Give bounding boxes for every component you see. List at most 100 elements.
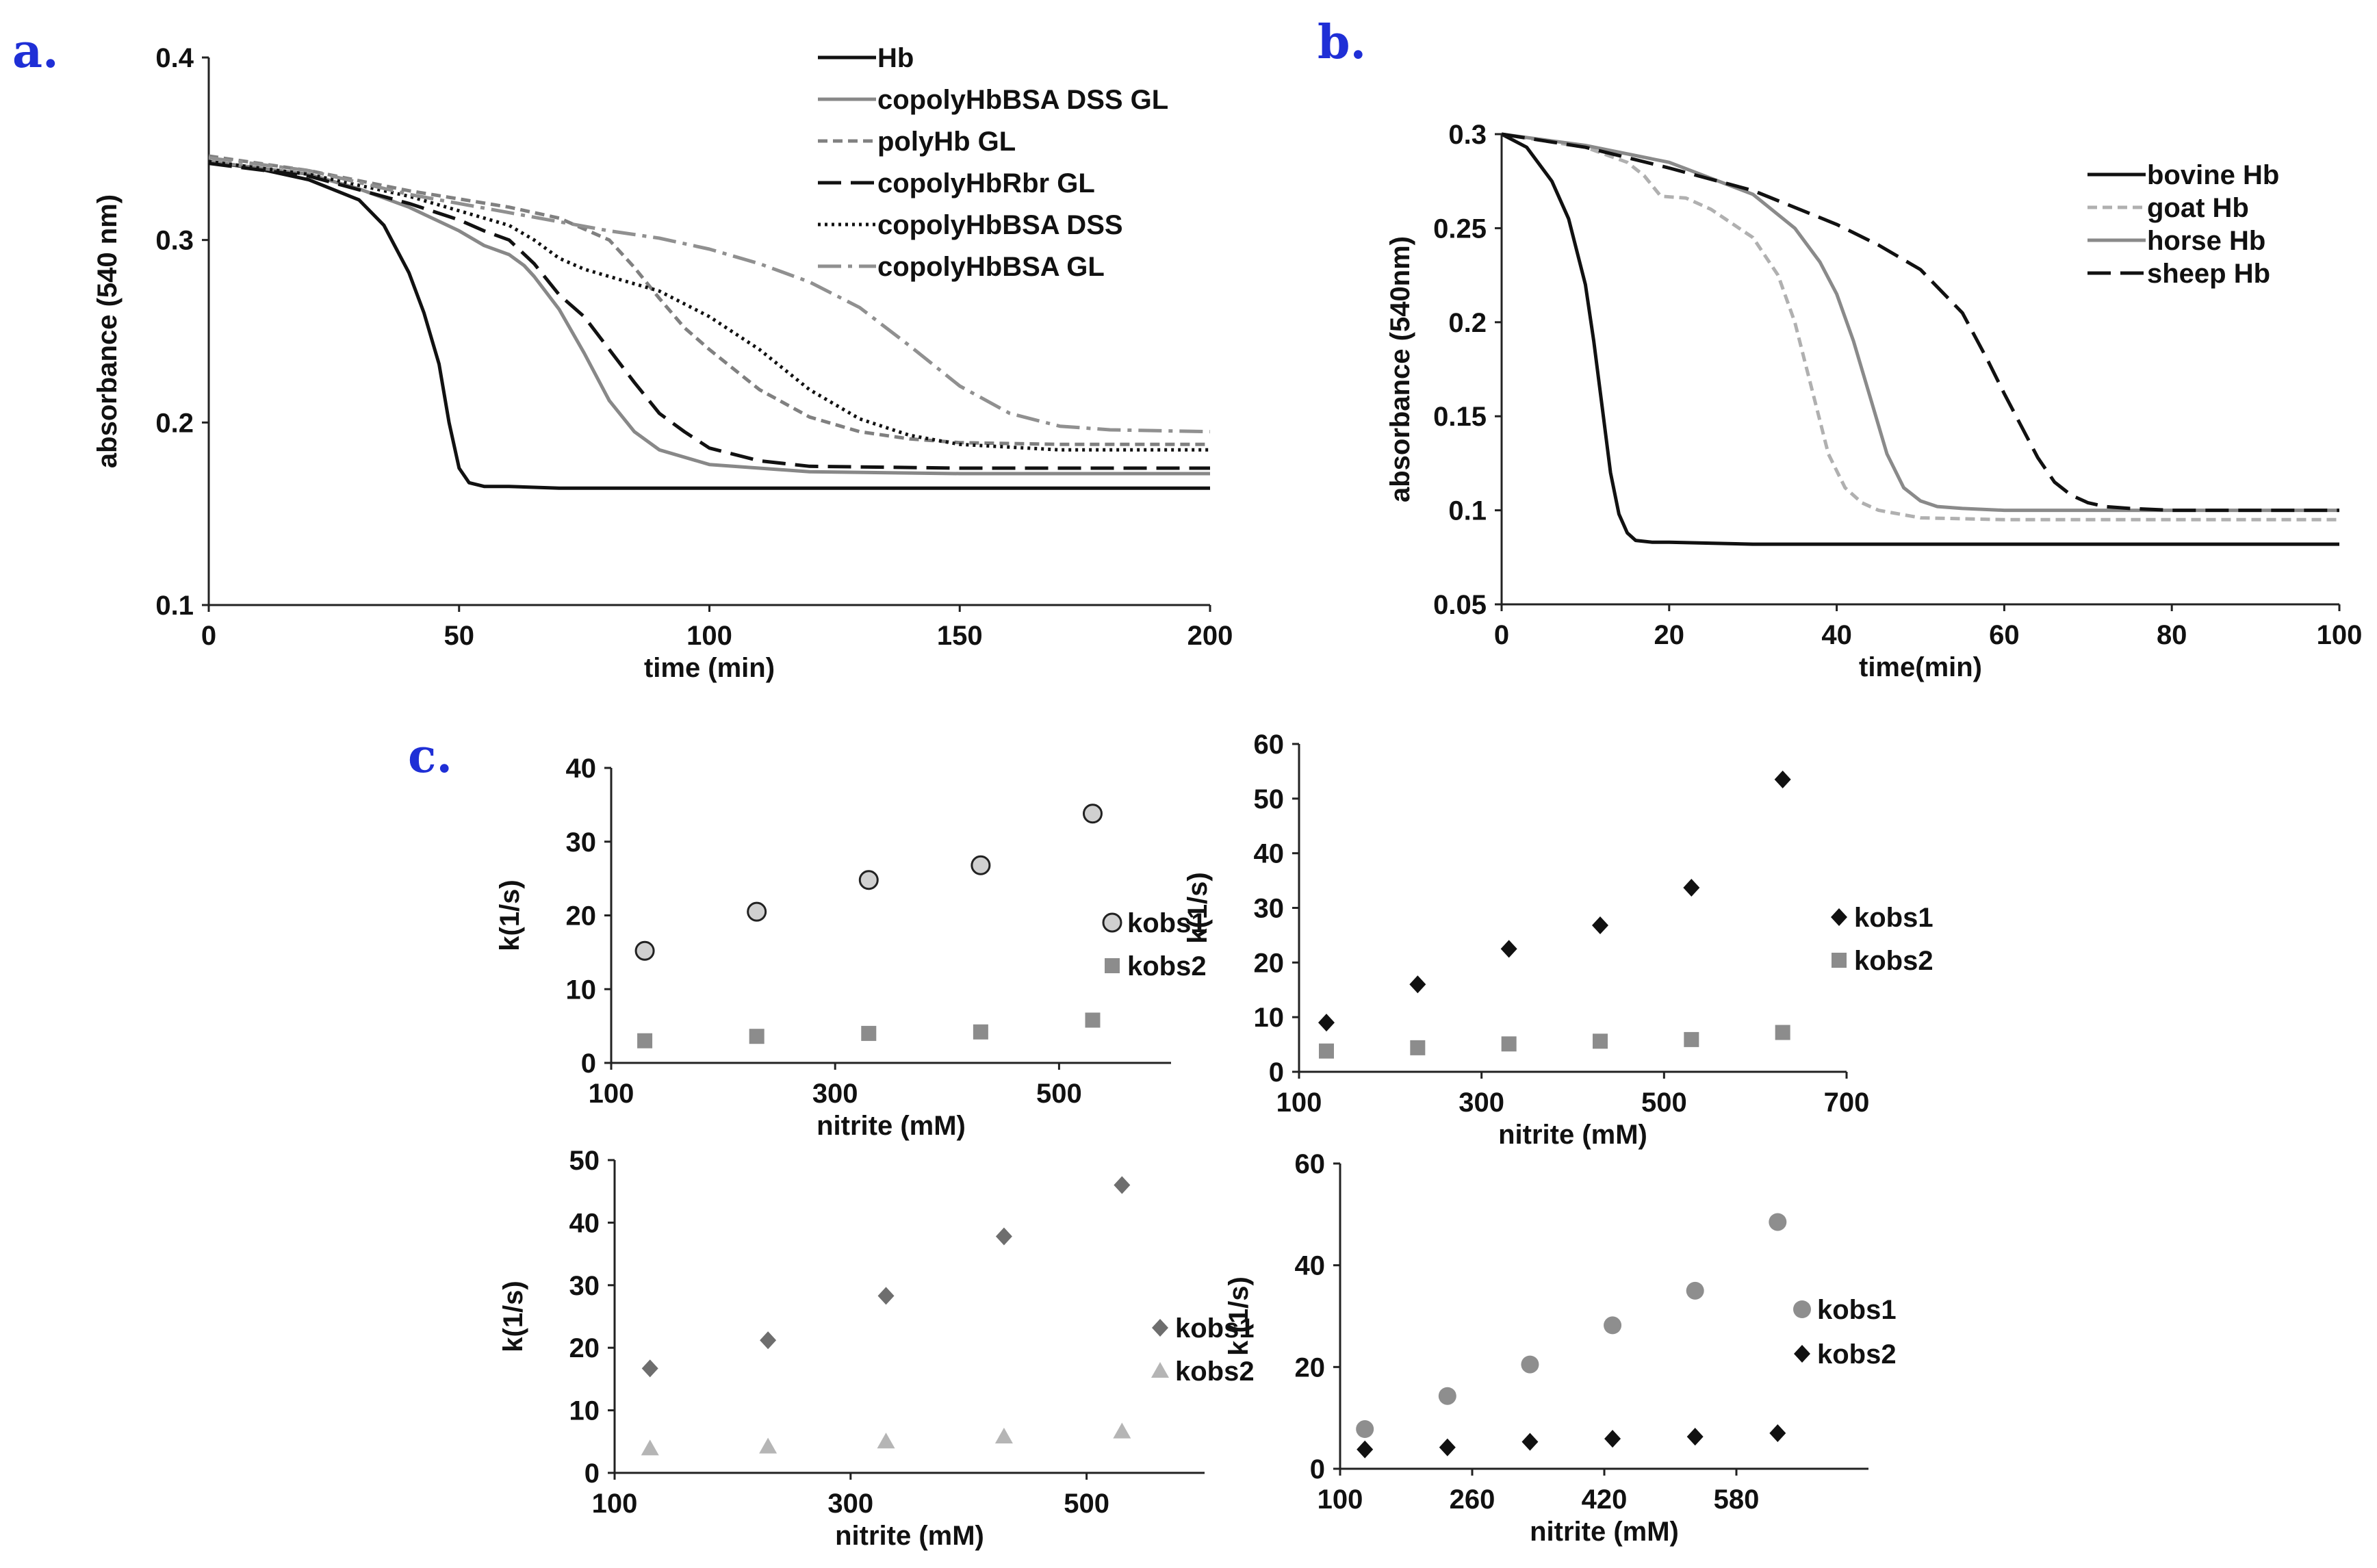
chart-c4-point-kobs1 <box>1769 1213 1787 1231</box>
chart-c3-y-tick-label: 0 <box>584 1458 600 1489</box>
chart-c1-point-kobs2 <box>973 1024 988 1040</box>
chart-c4-point-kobs1 <box>1438 1387 1456 1405</box>
chart-c4-point-kobs2 <box>1604 1430 1621 1448</box>
chart-b-legend-label-bovine-hb: bovine Hb <box>2147 160 2279 190</box>
chart-c2-y-tick-label: 50 <box>1254 784 1285 814</box>
chart-c2-x-tick-label: 100 <box>1276 1088 1322 1118</box>
chart-c1-point-kobs1 <box>858 870 879 890</box>
panel-label-c: c. <box>408 729 452 784</box>
chart-a-series-line-hb <box>208 159 1210 490</box>
chart-c3-y-tick-label: 20 <box>569 1333 600 1363</box>
chart-c1-x-label: nitrite (mM) <box>817 1111 966 1141</box>
chart-c1-y-tick-label: 40 <box>566 754 597 784</box>
chart-c1-legend-label-kobs1: kobs1 <box>1127 908 1207 938</box>
chart-c3-x-tick-label: 300 <box>827 1489 873 1519</box>
chart-b-y-tick-label: 0.3 <box>1448 120 1487 150</box>
chart-c3-point-kobs2 <box>641 1439 659 1456</box>
chart-c1-point-kobs2 <box>749 1029 765 1044</box>
chart-c1-x-tick-label: 500 <box>1036 1079 1082 1109</box>
chart-c4-legend-label-kobs1: kobs1 <box>1817 1295 1897 1325</box>
chart-c2-x-tick-label: 700 <box>1824 1088 1870 1118</box>
chart-b-series-line-horse-hb <box>1501 132 2339 513</box>
chart-c4-x-tick-label: 580 <box>1714 1485 1760 1515</box>
chart-c2-legend-marker-kobs1 <box>1831 908 1847 926</box>
chart-c3-point-kobs2 <box>759 1437 778 1454</box>
chart-c2-point-kobs2 <box>1410 1040 1426 1055</box>
chart-a-x-tick-label: 200 <box>1187 621 1233 651</box>
chart-c1-legend-label-kobs2: kobs2 <box>1127 951 1207 981</box>
chart-c1-point-kobs1 <box>634 940 655 961</box>
chart-c4-point-kobs1 <box>1604 1316 1622 1335</box>
chart-a-series-line-copolyhbbsa-gl <box>208 156 1211 434</box>
chart-a-x-tick-label: 0 <box>201 621 216 651</box>
chart-a-series-line-polyhb-gl <box>208 154 1210 446</box>
chart-c2-y-tick-label: 20 <box>1254 948 1285 978</box>
chart-a-y-tick-label: 0.3 <box>155 226 194 256</box>
chart-c4-point-kobs1 <box>1521 1355 1539 1374</box>
chart-a-legend-label-hb: Hb <box>877 43 914 73</box>
chart-c3-point-kobs1 <box>760 1331 777 1350</box>
chart-c2-point-kobs2 <box>1319 1043 1334 1059</box>
chart-c3-x-tick-label: 100 <box>592 1489 638 1519</box>
chart-c2-y-tick-label: 60 <box>1254 730 1285 760</box>
chart-c3-point-kobs2 <box>994 1427 1013 1443</box>
chart-c4-legend-marker-kobs1 <box>1793 1300 1811 1318</box>
chart-c4-x-tick-label: 100 <box>1318 1485 1363 1515</box>
chart-b-x-tick-label: 20 <box>1654 620 1685 650</box>
chart-c4-point-kobs1 <box>1356 1420 1374 1439</box>
chart-a-legend-label-copolyhbbsa-dss: copolyHbBSA DSS <box>877 210 1123 240</box>
chart-c1-y-tick-label: 20 <box>566 901 597 931</box>
chart-a-y-tick-label: 0.4 <box>155 43 194 73</box>
chart-b-series-line-bovine-hb <box>1500 132 2339 546</box>
chart-b-x-tick-label: 60 <box>1989 620 2020 650</box>
chart-c4-y-label: k (1/s) <box>1224 1276 1254 1356</box>
chart-c2-point-kobs1 <box>1774 770 1791 788</box>
chart-b-y-tick-label: 0.1 <box>1448 496 1487 526</box>
chart-c2-point-kobs1 <box>1409 975 1426 994</box>
chart-c1-legend-marker-kobs1 <box>1102 912 1122 933</box>
chart-c4-y-tick-label: 20 <box>1295 1352 1326 1383</box>
chart-b-series-line-goat-hb <box>1501 132 2339 522</box>
panel-label-a: a. <box>12 24 59 79</box>
chart-c1-y-label: k(1/s) <box>495 879 525 951</box>
chart-c4-point-kobs2 <box>1769 1424 1786 1442</box>
chart-c3-y-label: k(1/s) <box>498 1281 528 1352</box>
chart-c1-x-tick-label: 300 <box>812 1079 858 1109</box>
chart-c3-legend-label-kobs2: kobs2 <box>1175 1357 1255 1387</box>
chart-c1-point-kobs1 <box>971 855 991 875</box>
chart-c4-point-kobs2 <box>1686 1428 1704 1446</box>
chart-c4-point-kobs2 <box>1357 1440 1374 1458</box>
chart-c1-y-tick-label: 10 <box>566 975 597 1005</box>
chart-c1-point-kobs2 <box>1085 1012 1101 1028</box>
chart-b-legend-label-sheep-hb: sheep Hb <box>2147 259 2270 289</box>
chart-c4-legend-marker-kobs2 <box>1794 1345 1810 1363</box>
chart-c1-y-tick-label: 30 <box>566 827 597 858</box>
chart-c2-legend-label-kobs1: kobs1 <box>1854 903 1933 933</box>
chart-c3-y-tick-label: 30 <box>569 1271 600 1301</box>
chart-c3-point-kobs1 <box>877 1287 895 1305</box>
chart-c4-x-tick-label: 420 <box>1582 1485 1628 1515</box>
chart-c2-point-kobs1 <box>1318 1014 1335 1032</box>
chart-a-x-label: time (min) <box>644 653 775 683</box>
chart-c1-point-kobs1 <box>1082 804 1103 824</box>
chart-b-y-tick-label: 0.05 <box>1433 590 1487 620</box>
chart-c3-legend-marker-kobs2 <box>1151 1362 1169 1378</box>
chart-c4-y-tick-label: 0 <box>1310 1454 1325 1485</box>
chart-c2-y-tick-label: 0 <box>1269 1057 1284 1088</box>
chart-c3-x-label: nitrite (mM) <box>835 1521 984 1551</box>
chart-c1-x-tick-label: 100 <box>589 1079 634 1109</box>
chart-b-y-label: absorbance (540nm) <box>1385 236 1415 502</box>
chart-b-legend-label-goat-hb: goat Hb <box>2147 193 2249 223</box>
chart-b-y-tick-label: 0.2 <box>1448 308 1487 338</box>
chart-c2-point-kobs1 <box>1592 916 1608 935</box>
chart-c2-x-label: nitrite (mM) <box>1498 1120 1647 1150</box>
chart-c2-point-kobs2 <box>1593 1033 1608 1049</box>
chart-c1-point-kobs2 <box>637 1033 653 1049</box>
chart-c3-point-kobs2 <box>1113 1422 1131 1439</box>
chart-c3-x-tick-label: 500 <box>1064 1489 1109 1519</box>
chart-c2-y-tick-label: 40 <box>1254 839 1285 869</box>
chart-c4-y-tick-label: 40 <box>1295 1251 1326 1281</box>
chart-c2-point-kobs1 <box>1683 878 1700 897</box>
chart-a-legend-label-polyhb-gl: polyHb GL <box>877 127 1016 157</box>
